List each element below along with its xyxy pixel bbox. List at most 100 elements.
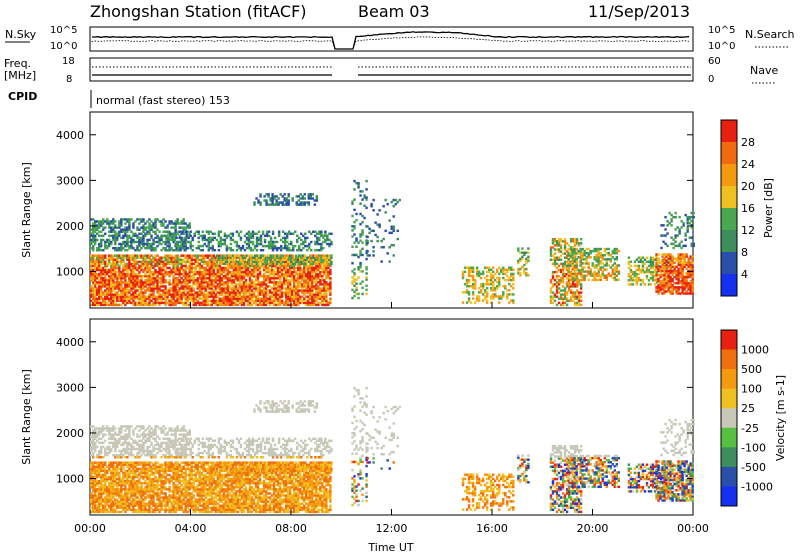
power-cell [229,242,233,246]
power-cell [311,277,314,280]
power-cell [286,297,290,300]
power-cell [242,274,246,278]
power-cell [212,301,216,305]
power-cell [277,201,280,204]
power-cell [140,289,143,292]
power-cell [96,226,99,229]
power-cell [94,260,97,264]
power-cell [316,254,319,257]
power-cell [246,287,250,290]
power-cell [108,283,111,286]
power-cell [326,256,329,259]
power-cell [124,277,127,280]
power-cell [200,270,203,274]
power-cell [549,297,553,300]
power-cell [208,254,211,257]
power-cell [281,246,285,250]
power-cell [144,279,147,282]
power-cell [311,270,314,274]
power-cell [271,258,275,261]
power-cell [235,242,239,246]
power-cell [217,232,221,236]
power-cell [156,218,159,221]
power-cell [551,301,555,305]
power-cell [142,260,145,264]
power-cell [180,266,183,270]
power-cell [134,277,137,280]
power-cell [114,224,117,227]
power-cell [150,287,153,290]
power-cell [198,254,201,257]
power-cell [130,244,133,248]
power-cell [320,260,323,264]
power-cell [198,274,201,278]
power-cell [124,272,127,276]
power-cell [200,291,203,294]
power-cell [178,289,181,292]
power-cell [238,274,242,278]
power-cell [156,285,159,288]
power-cell [617,249,621,253]
power-cell [307,289,310,292]
power-cell [299,281,302,284]
power-cell [192,289,195,292]
power-cell [392,198,395,202]
power-cell [485,270,489,274]
power-cell [176,283,179,286]
power-cell [230,277,234,280]
power-cell [220,303,224,307]
power-cell [321,299,324,303]
power-cell [506,297,509,300]
power-cell [657,253,660,256]
power-cell [271,197,274,200]
power-cell [244,266,248,270]
freq-unit-label: [MHz] [4,69,36,82]
power-cell [521,265,524,269]
power-cell [126,293,129,296]
power-cell [323,264,326,268]
power-cell [112,289,115,292]
power-cell [90,242,93,246]
power-cell [268,268,272,272]
power-cell [144,281,147,284]
power-cell [284,301,288,305]
power-cell [313,274,316,278]
power-cell [176,220,179,223]
power-cell [295,266,298,270]
power-cell [255,258,259,261]
power-cell [291,277,294,280]
power-cell [172,258,175,261]
power-cell [253,254,257,257]
power-cell [114,230,117,233]
power-cell [224,299,228,303]
power-cell [270,299,274,303]
power-cell [174,283,177,286]
power-cell [174,281,177,284]
power-cell [244,274,248,278]
freq-max-label: 18 [62,56,75,67]
power-cell [267,193,270,196]
power-cell [194,299,197,303]
power-cell [200,287,203,290]
power-cell [521,255,524,259]
power-cell [272,264,276,268]
power-cell [184,266,187,270]
power-cell [185,232,188,236]
power-cell [241,262,245,266]
power-cell [254,277,258,280]
power-cell [164,303,167,307]
power-cell [307,203,310,206]
power-cell [259,240,263,244]
power-cell [559,244,563,247]
power-cell [166,254,169,257]
power-cell [498,295,501,298]
power-cell [116,285,119,288]
power-cell [172,297,175,300]
power-cell [248,297,252,300]
power-cell [328,232,331,236]
power-cell [306,256,309,259]
power-cell [118,246,121,250]
power-cell [309,270,312,274]
power-cell [158,287,161,290]
power-cell [300,260,303,264]
